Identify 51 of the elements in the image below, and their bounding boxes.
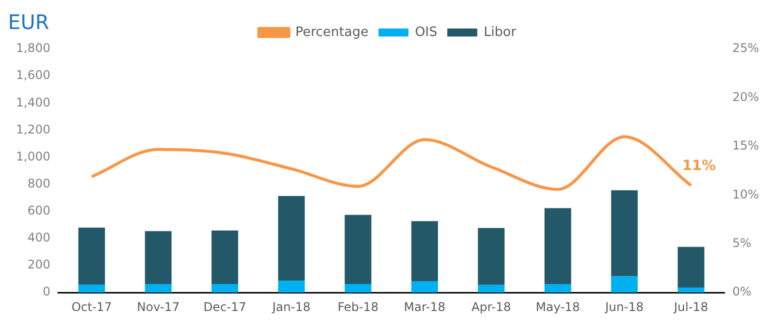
y2-tick-label: 15% bbox=[732, 138, 759, 153]
x-tick-label: Dec-17 bbox=[203, 300, 246, 314]
bar bbox=[611, 276, 638, 293]
chart-title: EUR bbox=[8, 10, 50, 34]
x-tick-label: Apr-18 bbox=[471, 300, 512, 314]
bar bbox=[212, 230, 238, 284]
bar bbox=[478, 228, 505, 285]
bar bbox=[411, 281, 438, 293]
y2-tick-label: 5% bbox=[732, 236, 752, 250]
bar bbox=[344, 214, 372, 284]
bar bbox=[478, 284, 505, 293]
data-label: 11% bbox=[682, 158, 716, 174]
y-tick-label: 1,200 bbox=[16, 122, 50, 136]
bar bbox=[611, 190, 638, 276]
legend-label: Percentage bbox=[295, 24, 368, 40]
bar bbox=[678, 246, 704, 288]
x-tick-label: Feb-18 bbox=[338, 300, 378, 314]
bar bbox=[544, 284, 572, 293]
x-tick-label: Jul-18 bbox=[672, 300, 708, 314]
y-tick-label: 0 bbox=[42, 284, 50, 299]
y-tick-label: 1,800 bbox=[16, 41, 50, 56]
y2-tick-label: 25% bbox=[732, 41, 759, 56]
y-tick-label: 400 bbox=[27, 230, 50, 245]
y2-tick-label: 10% bbox=[732, 187, 759, 202]
y-tick-label: 1,400 bbox=[16, 95, 50, 110]
bar bbox=[411, 221, 438, 282]
y-tick-label: 800 bbox=[27, 176, 50, 190]
legend-label: Libor bbox=[484, 24, 517, 40]
y-tick-label: 200 bbox=[27, 258, 50, 272]
x-tick-label: Jan-18 bbox=[271, 300, 310, 314]
x-tick-label: May-18 bbox=[536, 300, 580, 314]
y-tick-label: 1,000 bbox=[16, 149, 50, 164]
x-tick-label: Oct-17 bbox=[71, 300, 112, 314]
x-tick-label: Mar-18 bbox=[404, 300, 446, 314]
bar bbox=[78, 228, 105, 284]
bar bbox=[278, 196, 305, 281]
bar bbox=[344, 284, 372, 293]
bar bbox=[144, 284, 172, 293]
y2-tick-label: 20% bbox=[732, 90, 759, 104]
bar bbox=[678, 287, 704, 293]
legend-label: OIS bbox=[414, 24, 438, 40]
bar bbox=[144, 231, 172, 284]
y-tick-label: 600 bbox=[27, 204, 50, 218]
y2-tick-label: 0% bbox=[732, 284, 752, 299]
y-tick-label: 1,600 bbox=[16, 68, 50, 82]
bar bbox=[278, 280, 305, 293]
bar bbox=[212, 284, 238, 293]
x-tick-label: Nov-17 bbox=[136, 300, 180, 314]
bar bbox=[544, 208, 572, 284]
bar bbox=[78, 284, 105, 293]
x-tick-label: Jun-18 bbox=[604, 300, 644, 314]
